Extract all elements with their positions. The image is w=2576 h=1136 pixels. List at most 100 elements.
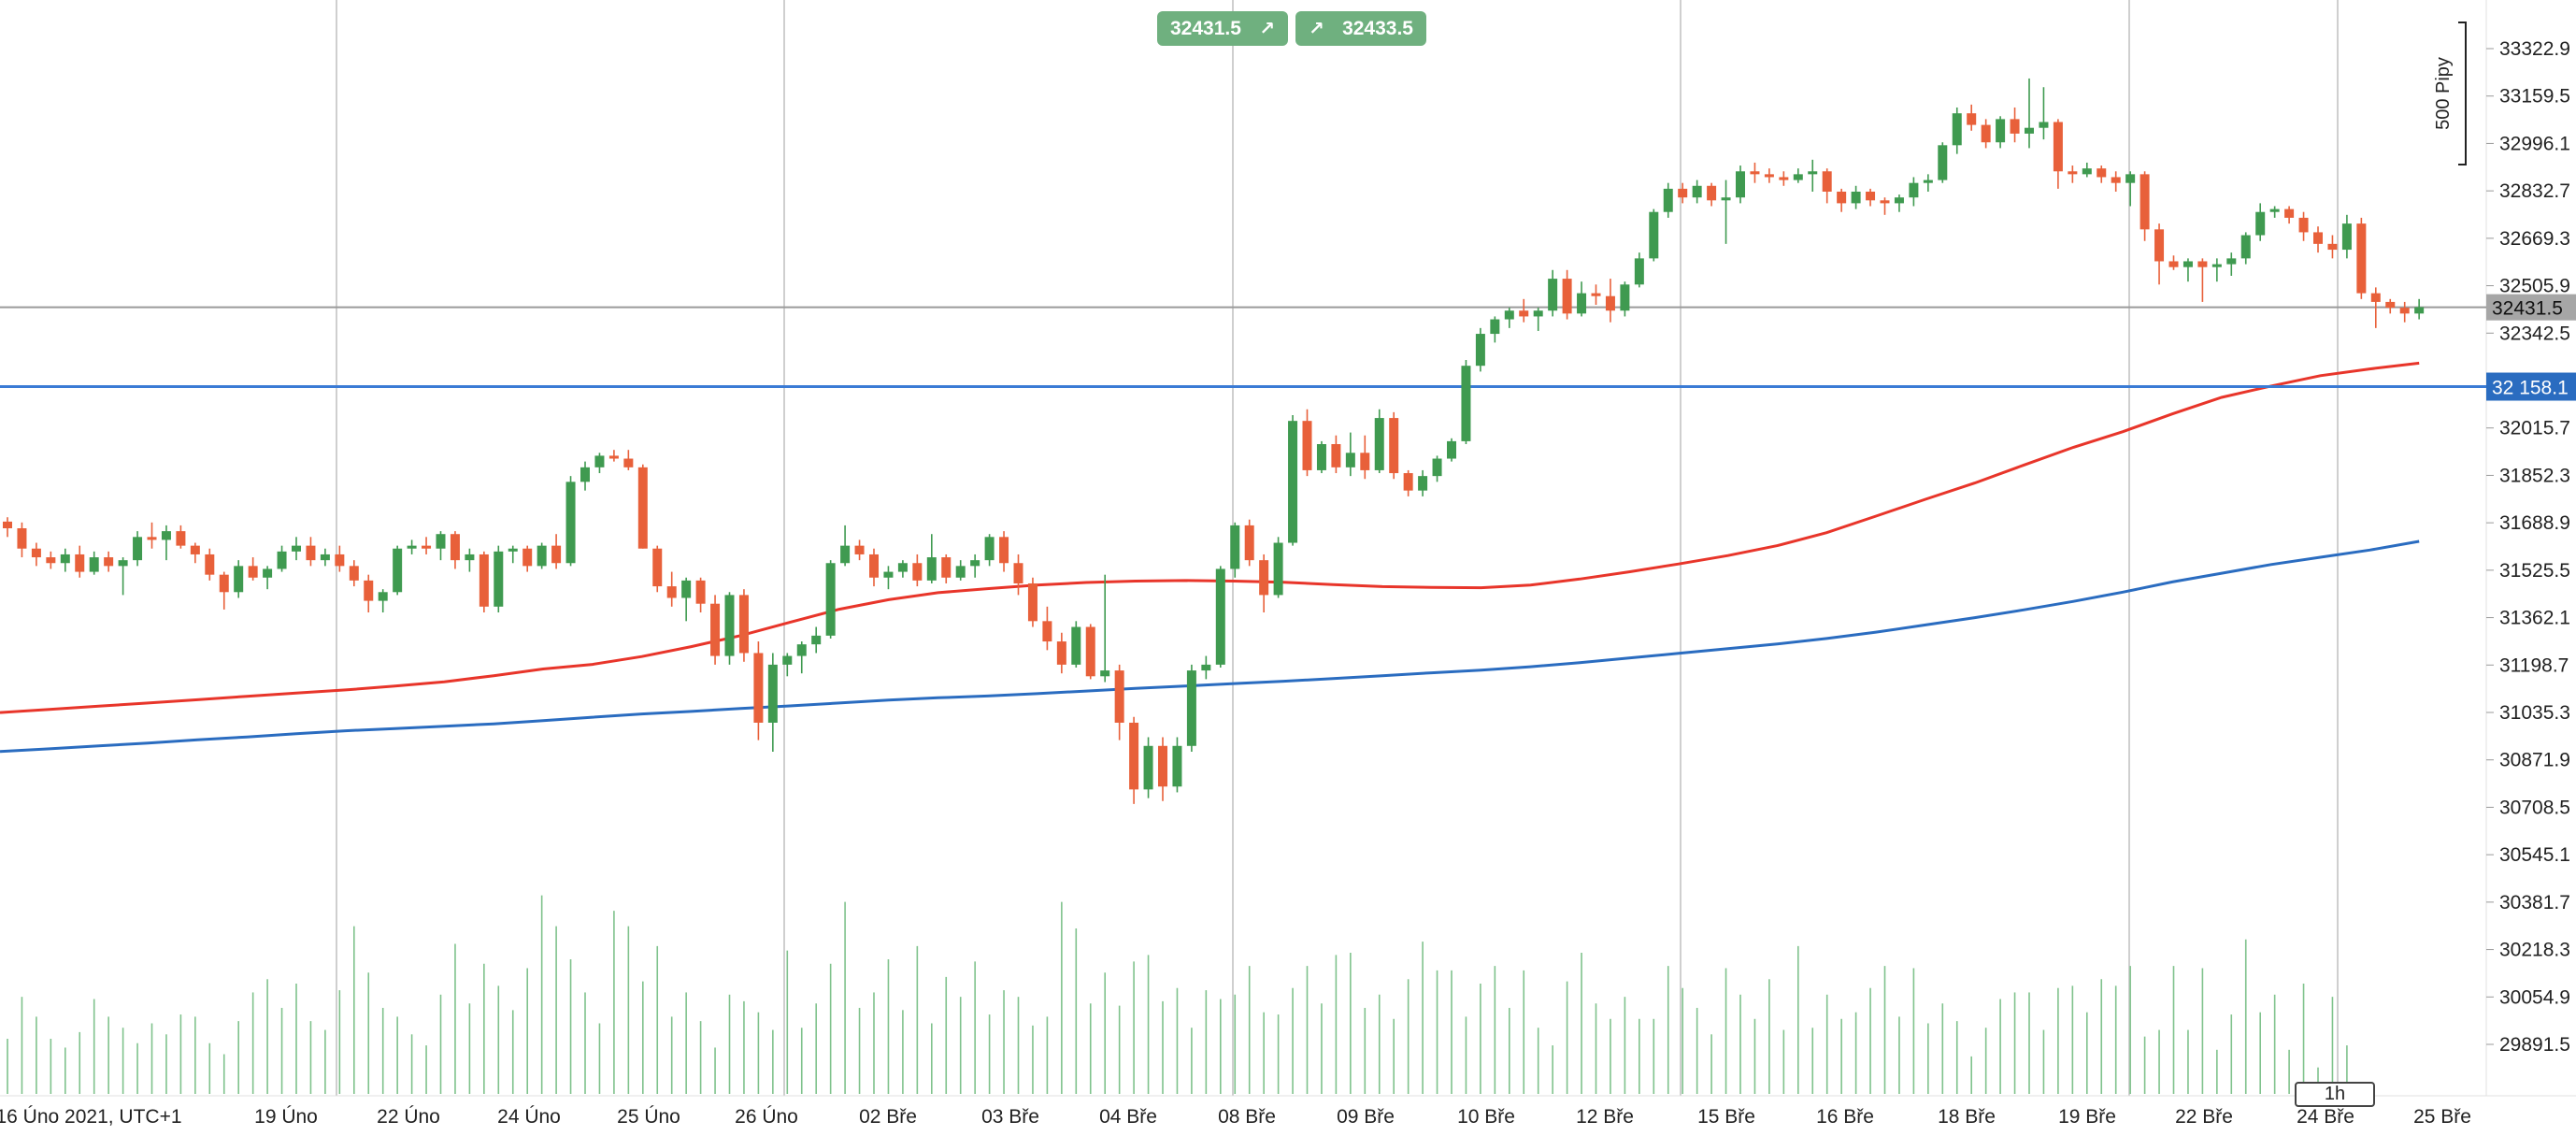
candle-body [1418,476,1428,491]
y-axis: 33322.9 33159.5 32996.1 32832.7 32669.3 32505… [2486,38,2576,1056]
arrow-up-right-icon: ↗ [1259,19,1275,39]
candle-body [738,595,749,654]
timeframe-selector[interactable]: 1h [2295,1082,2375,1107]
y-tick-label: 30054.9 [2499,986,2570,1008]
candle-body [3,521,12,529]
candle-body [1273,542,1283,596]
candle-body [710,603,721,656]
candle-body [465,554,475,561]
candle-body [46,557,56,564]
candle-body [2053,122,2063,172]
candle-body [1389,418,1399,474]
candle-body [1678,188,1688,198]
candle-body [811,635,822,645]
candle-body [1909,182,1919,198]
candle-body [594,455,605,467]
x-tick-label: 12 Bře [1576,1106,1634,1128]
candle-body [1591,293,1601,296]
candle-body [652,548,663,587]
candle-body [1302,421,1312,470]
candle-body [1316,444,1326,470]
y-tick-label: 33159.5 [2499,86,2570,108]
candle-body [984,537,995,561]
x-tick-label: 15 Bře [1697,1106,1755,1128]
y-tick-label: 31852.3 [2499,465,2570,486]
candle-body [2154,229,2165,262]
candle-body [840,545,851,564]
y-tick-label: 32342.5 [2499,323,2570,344]
candle-body [681,580,692,598]
buy-price-button[interactable]: ↗ 32433.5 [1295,11,1426,46]
candle-body [2111,177,2121,183]
candle-body [2125,174,2136,183]
candle-body [1851,191,1861,204]
x-tick-label: 22 Úno [377,1106,440,1128]
candle-body [450,534,460,561]
y-tick-label: 32996.1 [2499,133,2570,154]
price-lines [0,306,2486,389]
candle-body [2211,264,2222,267]
candle-body [263,568,273,578]
candle-body [2082,168,2092,175]
sell-price-button[interactable]: 32431.5 ↗ [1157,11,1288,46]
candle-body [1288,421,1298,543]
candle-body [551,545,562,564]
candle-body [1129,722,1139,790]
candle-body [2269,209,2280,212]
candle-body [2097,168,2107,178]
candle-body [2341,223,2352,251]
candle-body [1779,177,1789,180]
sell-price-value: 32431.5 [1170,17,1241,39]
candle-body [1649,211,1659,259]
candle-body [926,557,937,581]
candle-body [1721,197,1731,201]
moving-average-slow-line [0,539,2420,754]
candle-body [1519,310,1529,317]
gridlines [0,0,2576,1097]
x-tick-label: 09 Bře [1337,1106,1395,1128]
candle-body [407,545,417,549]
candle-body [494,551,504,607]
candle-body [104,557,114,567]
candle-body [75,554,85,572]
x-tick-label: 18 Bře [1938,1106,1996,1128]
y-tick-label: 32669.3 [2499,228,2570,250]
candle-body [1562,279,1572,314]
candle-body [1822,171,1832,192]
y-tick-label: 31035.3 [2499,702,2570,724]
candle-body [608,455,619,459]
candle-body [637,467,648,549]
x-tick-label: 16 Bře [1816,1106,1874,1128]
candle-body [854,545,865,554]
candle-body [161,531,171,540]
candle-body [1620,284,1630,311]
y-tick-label: 31525.5 [2499,560,2570,582]
y-tick-label: 33322.9 [2499,38,2570,60]
candle-body [1215,568,1225,665]
candle-body [1374,418,1384,470]
candle-body [2168,261,2179,267]
x-tick-label: 22 Bře [2175,1106,2233,1128]
volume-bars [7,895,2348,1094]
x-tick-label: 19 Bře [2058,1106,2116,1128]
candle-body [31,548,41,558]
candle-body [580,467,590,482]
candle-body [205,554,215,575]
candle-body [1259,560,1269,596]
candle-body [999,537,1009,564]
buy-price-value: 32433.5 [1342,17,1413,39]
candle-body [1793,174,1803,180]
candle-body [897,563,908,572]
candle-body [1504,310,1514,320]
candle-body [1042,621,1052,642]
y-tick-label: 30218.3 [2499,940,2570,961]
candle-body [796,644,807,656]
candle-body [1027,582,1038,622]
candle-body [1605,295,1615,311]
moving-average-fast-line [0,361,2420,714]
candle-body [292,545,301,552]
candle-body [2255,211,2266,236]
candle-body [320,554,330,561]
